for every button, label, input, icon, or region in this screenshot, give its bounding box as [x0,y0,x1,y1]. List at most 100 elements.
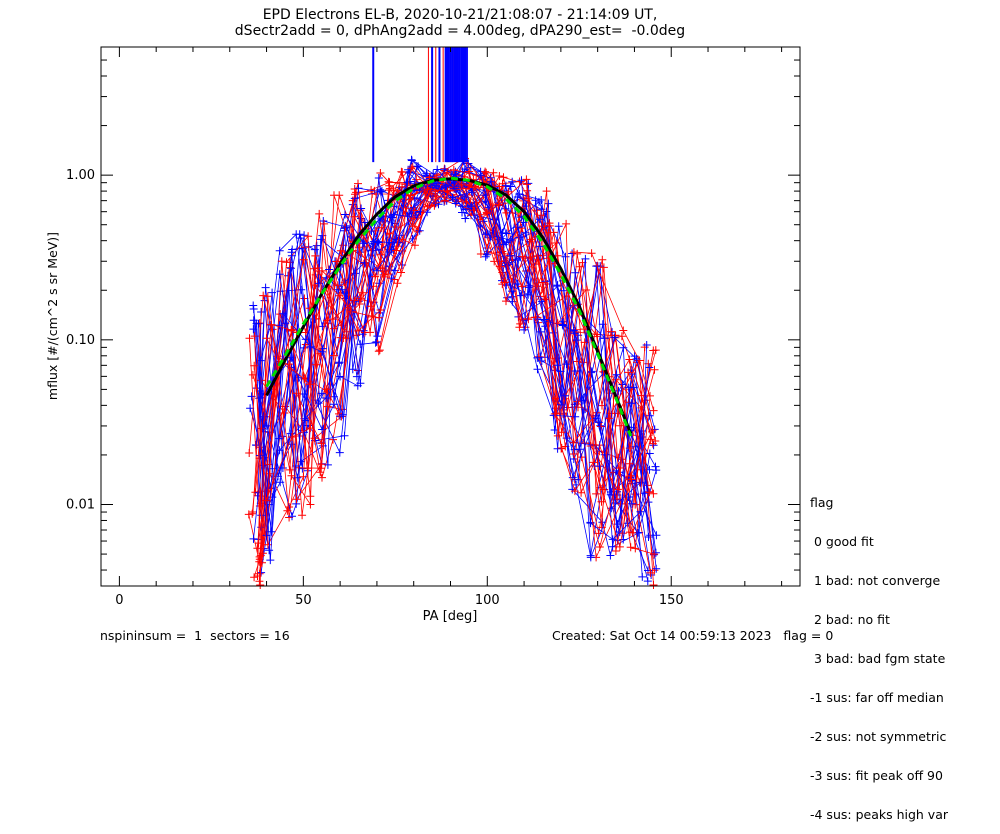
data-point [606,551,615,560]
data-point [534,352,543,361]
data-point [323,460,332,469]
data-point [557,400,566,409]
y-tick-label: 1.00 [66,168,95,183]
data-point [265,469,274,478]
legend-entry: 1 bad: not converge [810,573,941,588]
data-point [570,487,579,496]
data-point [532,282,541,291]
data-point [549,411,558,420]
data-point [285,465,294,474]
data-point [306,500,315,509]
data-point [615,542,624,551]
data-point [287,433,296,441]
data-point [411,208,420,216]
data-point [487,177,495,186]
data-point [627,475,636,484]
data-point [357,204,366,213]
data-point [591,414,600,423]
data-point [407,164,416,173]
data-point [526,253,535,262]
data-point [553,281,562,290]
data-point [610,333,619,342]
data-point [300,294,309,303]
data-point [250,361,259,370]
data-point [476,171,485,180]
data-point [461,214,470,223]
data-point [625,355,634,364]
data-point [648,426,657,435]
legend-entry: -2 sus: not symmetric [810,729,947,744]
data-point [305,380,314,389]
data-point [502,229,511,238]
data-point [312,241,321,250]
data-point [353,381,362,390]
data-point [495,182,504,191]
data-point [317,389,326,398]
data-point [520,325,529,334]
data-point [397,167,406,176]
data-point [261,496,270,505]
data-point [321,394,330,402]
legend-entry: 2 bad: no fit [810,612,890,627]
data-point [385,229,394,238]
data-point [553,319,562,328]
data-point [246,404,255,413]
data-point [329,435,337,444]
data-point [406,191,415,199]
data-point [597,497,606,506]
data-point [616,421,625,430]
data-point [359,288,367,297]
data-point [287,326,296,334]
data-point [518,282,527,291]
data-point [306,492,315,501]
data-point [458,202,466,211]
data-point [449,165,458,174]
data-point [644,533,653,541]
data-point [350,212,359,221]
data-point [533,365,542,374]
data-point [329,351,338,360]
data-point [598,255,607,264]
data-point [624,383,633,392]
data-point [608,542,617,551]
data-point [257,568,266,577]
data-point [514,223,523,232]
data-point [502,297,510,306]
data-point [248,370,257,379]
data-point [645,488,654,497]
data-point [252,319,261,328]
data-point [651,346,660,355]
data-point [587,249,596,258]
data-point [481,167,490,176]
data-point [573,249,582,258]
data-point [551,394,560,403]
data-point [249,301,258,310]
data-point [624,493,633,501]
data-point [535,215,544,224]
data-point [263,292,272,301]
data-point [612,370,621,379]
data-point [613,495,621,503]
x-axis-label: PA [deg] [423,609,478,624]
data-point [536,327,545,336]
data-point [476,215,484,224]
y-tick-label: 0.01 [66,498,95,513]
data-point [476,250,485,258]
data-point [341,334,350,343]
data-point [553,431,562,440]
data-point [279,309,288,318]
data-point [335,409,343,418]
data-point [354,326,363,335]
chart-title-line-1: EPD Electrons EL-B, 2020-10-21/21:08:07 … [262,7,658,23]
data-point [330,400,338,409]
pitch-angle-curves [244,154,661,589]
data-point [607,327,615,336]
data-point [481,252,490,261]
data-point [249,534,258,543]
data-point [569,450,578,458]
fit-curve [265,176,633,437]
data-point [256,581,265,589]
data-point [257,308,266,316]
data-point [288,512,296,521]
data-point [265,546,274,555]
